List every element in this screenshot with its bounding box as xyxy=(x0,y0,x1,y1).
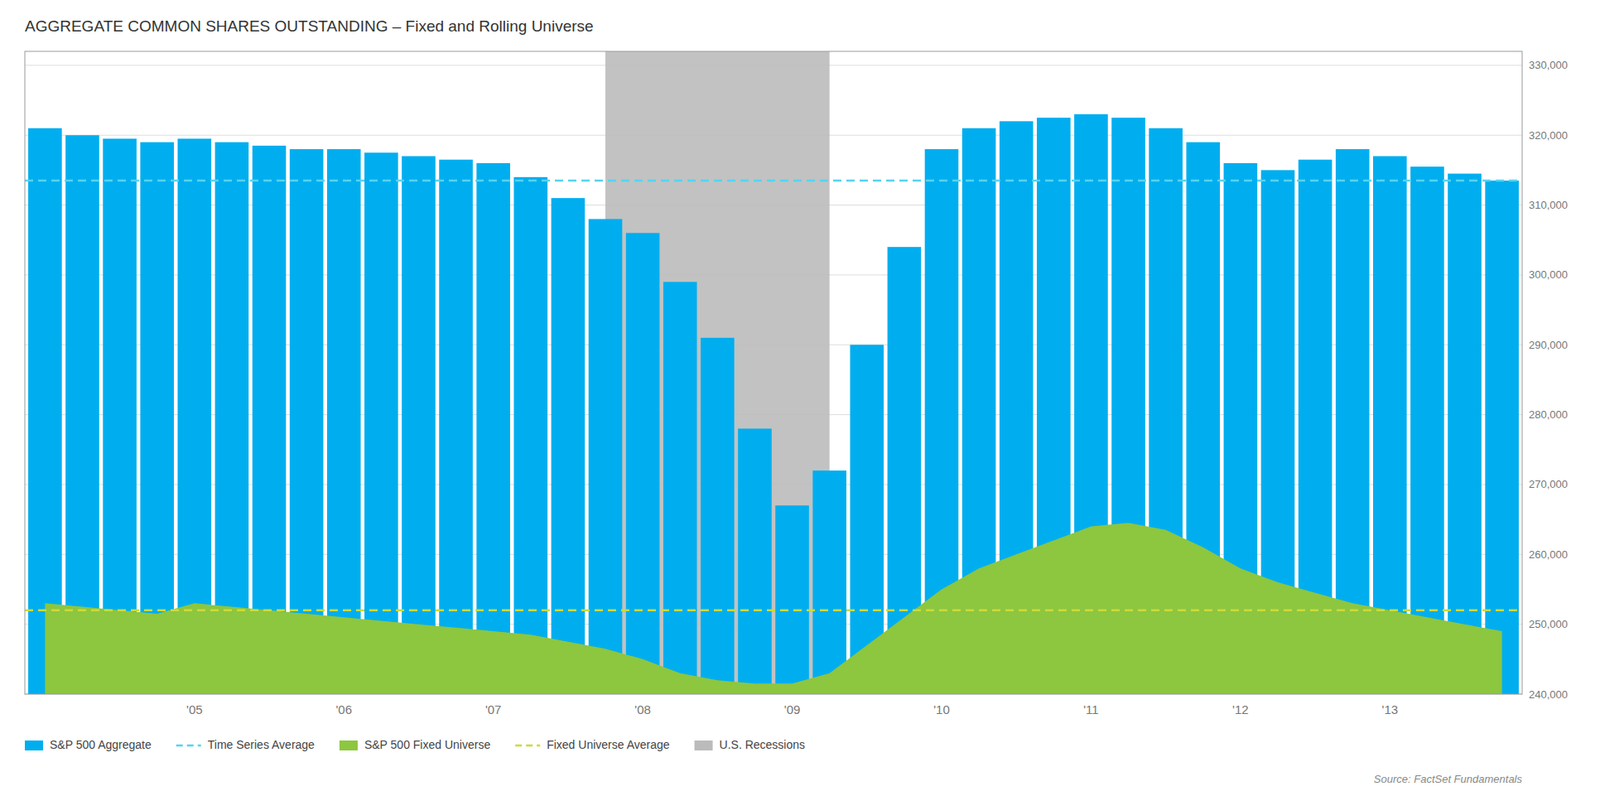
legend: S&P 500 Aggregate Time Series Average S&P … xyxy=(24,737,805,752)
bar xyxy=(775,505,810,694)
x-tick-label: '08 xyxy=(634,702,651,717)
bar xyxy=(700,337,735,694)
y-tick-label: 250,000 xyxy=(1528,617,1568,631)
bar xyxy=(438,159,473,694)
recession-band xyxy=(605,51,830,694)
bar xyxy=(737,428,772,694)
y-tick-label: 290,000 xyxy=(1528,338,1568,352)
legend-item: Time Series Average xyxy=(176,737,315,752)
bar xyxy=(401,156,436,694)
x-axis: '05 '06 '07 '08 '09 '10 '11 '12 '13 xyxy=(186,702,1398,717)
legend-item: Fixed Universe Average xyxy=(515,737,670,752)
bar xyxy=(1484,180,1519,694)
bar xyxy=(663,281,698,694)
legend-label: U.S. Recessions xyxy=(719,737,805,752)
y-tick-label: 320,000 xyxy=(1528,129,1568,142)
legend-label: Time Series Average xyxy=(207,737,315,752)
y-tick-label: 260,000 xyxy=(1528,548,1568,561)
bar xyxy=(626,232,661,694)
x-tick-label: '09 xyxy=(784,702,801,717)
y-tick-label: 310,000 xyxy=(1528,198,1568,212)
y-axis: 240,000 250,000 260,000 270,000 280,000 290,0… xyxy=(1528,58,1568,700)
area xyxy=(44,522,1502,694)
bar xyxy=(476,163,511,694)
bar-series xyxy=(28,114,1519,694)
x-tick-label: '07 xyxy=(485,702,502,717)
legend-swatch xyxy=(339,740,358,751)
bar xyxy=(327,149,362,694)
y-tick-label: 240,000 xyxy=(1528,688,1568,701)
legend-item: S&P 500 Fixed Universe xyxy=(339,737,491,752)
legend-line xyxy=(515,744,540,747)
x-tick-label: '05 xyxy=(186,702,203,717)
average-line xyxy=(24,179,1523,183)
legend-item: U.S. Recessions xyxy=(694,737,805,752)
source: Source: FactSet Fundamentals xyxy=(1373,772,1523,786)
legend-swatch xyxy=(694,740,714,751)
y-tick-label: 330,000 xyxy=(1528,58,1568,72)
legend-label: S&P 500 Fixed Universe xyxy=(364,737,491,752)
bar xyxy=(364,152,399,694)
plot-area xyxy=(24,51,1523,694)
legend-label: S&P 500 Aggregate xyxy=(49,737,152,752)
title: AGGREGATE COMMON SHARES OUTSTANDING – Fi… xyxy=(24,17,594,35)
legend-item: S&P 500 Aggregate xyxy=(24,737,152,752)
x-tick-label: '12 xyxy=(1232,702,1249,717)
bar xyxy=(513,177,548,694)
bar xyxy=(1410,166,1445,694)
y-tick-label: 300,000 xyxy=(1528,268,1568,281)
x-tick-label: '13 xyxy=(1382,702,1399,717)
bar xyxy=(551,197,586,694)
chart: AGGREGATE COMMON SHARES OUTSTANDING – Fi… xyxy=(0,0,1600,796)
x-tick-label: '10 xyxy=(933,702,950,717)
legend-swatch xyxy=(24,740,44,751)
y-tick-label: 280,000 xyxy=(1528,408,1568,421)
bar xyxy=(588,218,623,694)
x-tick-label: '11 xyxy=(1083,702,1099,717)
x-tick-label: '06 xyxy=(335,702,352,717)
plot-frame xyxy=(24,51,1523,694)
bar xyxy=(812,470,847,694)
y-tick-label: 270,000 xyxy=(1528,477,1568,491)
bar xyxy=(289,149,324,694)
legend-line xyxy=(176,744,202,747)
average-line xyxy=(24,609,1523,613)
legend-label: Fixed Universe Average xyxy=(546,737,670,752)
bar xyxy=(1447,173,1482,694)
